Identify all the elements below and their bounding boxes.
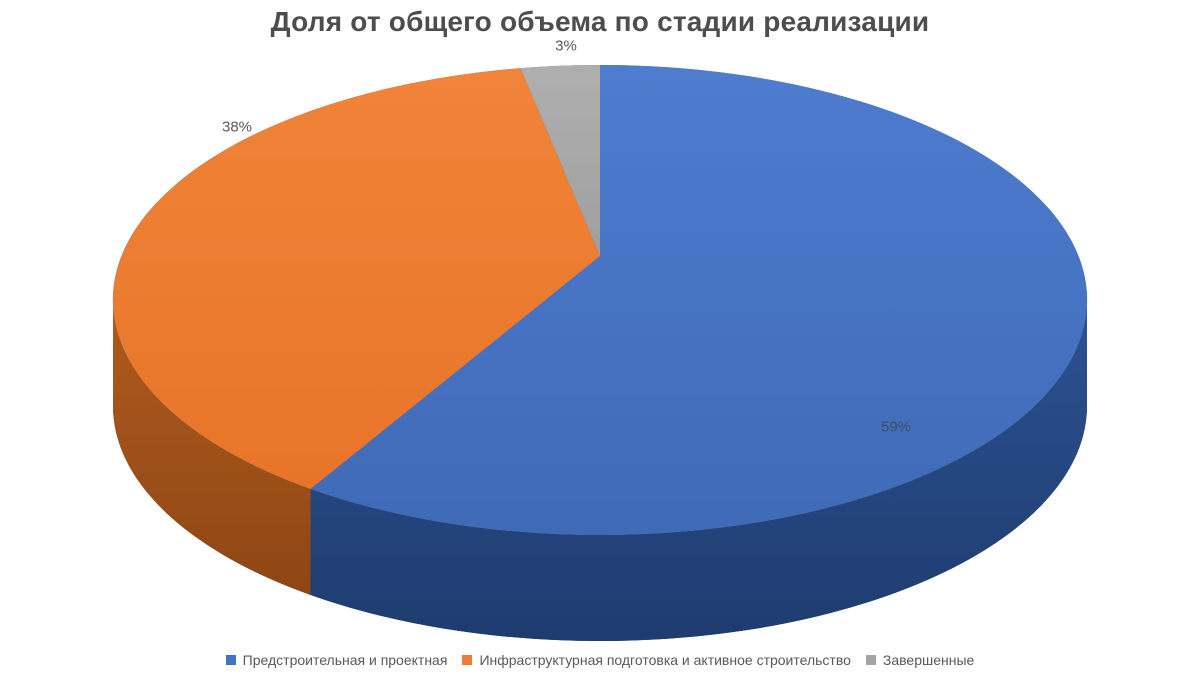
legend-label: Завершенные <box>882 652 975 668</box>
pie-slice-2[interactable] <box>520 65 600 256</box>
pie-slice-side-1 <box>113 300 311 595</box>
pie-slice-side-0 <box>310 300 1087 641</box>
legend-item-infrastructure[interactable]: Инфраструктурная подготовка и активное с… <box>462 652 851 668</box>
chart-title: Доля от общего объема по стадии реализац… <box>270 6 930 37</box>
data-label-slice-2: 38% <box>221 118 253 136</box>
legend-label: Инфраструктурная подготовка и активное с… <box>479 652 851 668</box>
legend-swatch-orange-icon <box>462 655 473 665</box>
data-label-slice-1: 59% <box>880 418 912 436</box>
data-label-slice-3: 3% <box>555 37 577 55</box>
legend-swatch-gray-icon <box>865 655 876 665</box>
legend: Предстроительная и проектная Инфраструкт… <box>0 652 1200 668</box>
legend-item-preconstruction[interactable]: Предстроительная и проектная <box>225 652 448 668</box>
pie-slice-0[interactable] <box>310 65 1088 536</box>
legend-item-completed[interactable]: Завершенные <box>865 652 975 668</box>
legend-swatch-blue-icon <box>225 655 236 665</box>
legend-label: Предстроительная и проектная <box>242 652 448 668</box>
pie-slice-1[interactable] <box>113 68 600 489</box>
